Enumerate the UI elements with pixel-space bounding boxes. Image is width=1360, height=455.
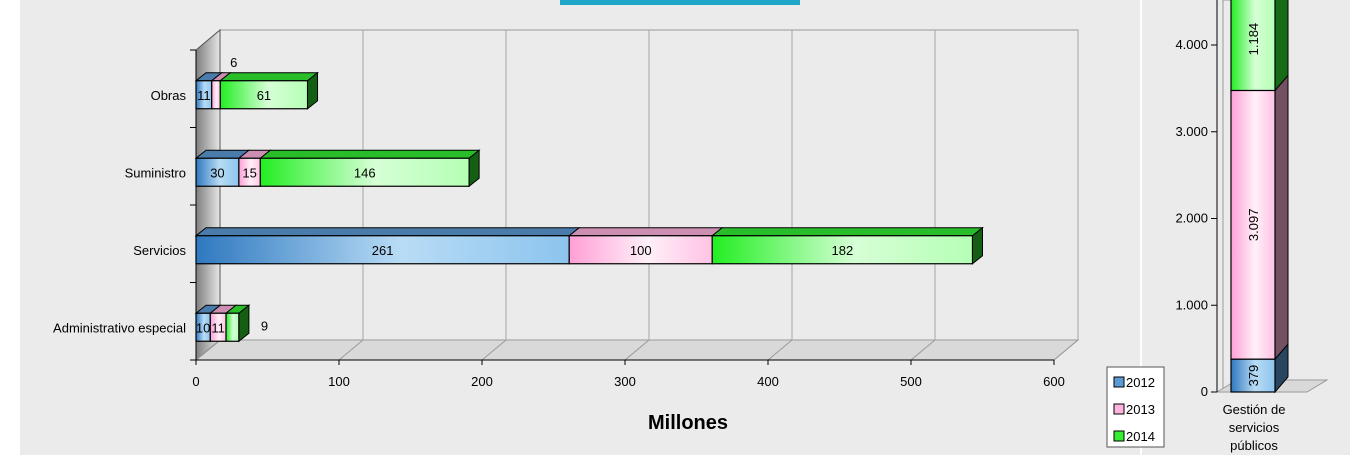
legend: 2012 2013 2014 <box>1106 366 1165 448</box>
column-data-label: 379 <box>1246 365 1261 387</box>
floor-grid-line <box>624 339 650 361</box>
bar-top-face <box>710 227 984 237</box>
floor-grid-line <box>481 339 507 361</box>
floor-grid-line <box>910 339 936 361</box>
column-category-label: Gestión de <box>1223 402 1286 417</box>
column-data-label: 3.097 <box>1246 209 1261 242</box>
legend-swatch-2014 <box>1113 430 1125 442</box>
bar-segment <box>195 157 240 187</box>
floor-grid-line <box>1053 339 1079 361</box>
bar-chart-labels: 0 100 200 300 400 500 600 Obras 11 6 61 Suministro 3… <box>53 55 1065 389</box>
column-y-tick-label: 1.000 <box>1175 297 1208 312</box>
bar-segment <box>711 235 974 265</box>
x-tick-label: 400 <box>757 374 779 389</box>
bar-segment <box>211 80 221 110</box>
column-category-label: públicos <box>1230 438 1278 453</box>
column-side-face <box>1274 74 1289 361</box>
data-label: 182 <box>832 243 854 258</box>
x-tick-label: 300 <box>614 374 636 389</box>
floor-grid-line <box>767 339 793 361</box>
data-label: 146 <box>354 165 376 180</box>
legend-item-2012: 2012 <box>1113 375 1155 390</box>
column-chart-labels: 0 1.000 2.000 3.000 4.000 379 3.097 1.184 Gestió… <box>1175 23 1285 453</box>
data-label: 11 <box>211 320 225 335</box>
bar-top-face <box>218 72 319 82</box>
data-label: 261 <box>372 243 394 258</box>
data-label: 100 <box>630 243 652 258</box>
floor-grid-line <box>338 339 364 361</box>
x-tick-label: 200 <box>471 374 493 389</box>
column-data-label: 1.184 <box>1246 23 1261 56</box>
bar-chart-bars <box>194 71 984 343</box>
column-y-tick-label: 0 <box>1201 384 1208 399</box>
legend-item-2014: 2014 <box>1113 429 1155 444</box>
category-label: Suministro <box>125 165 186 180</box>
data-label: 30 <box>210 165 224 180</box>
x-tick-label: 600 <box>1043 374 1065 389</box>
bar-segment <box>195 235 570 265</box>
bar-top-face <box>567 227 724 237</box>
legend-swatch-2013 <box>1113 403 1125 415</box>
legend-item-2013: 2013 <box>1113 402 1155 417</box>
data-label: 10 <box>196 320 210 335</box>
category-label: Administrativo especial <box>53 320 186 335</box>
x-axis-title: Millones <box>648 412 728 434</box>
data-label: 6 <box>230 55 237 70</box>
bar-segment <box>259 157 470 187</box>
column-side-face <box>1274 0 1289 92</box>
bar-end-face <box>307 71 319 110</box>
column-chart-bars <box>1230 0 1289 394</box>
column-segment <box>1230 0 1276 92</box>
data-label: 9 <box>261 318 268 333</box>
legend-label-2013: 2013 <box>1126 402 1155 417</box>
title-fragment <box>560 0 800 5</box>
bar-end-face <box>468 149 480 188</box>
bar-segment <box>568 235 713 265</box>
legend-label-2014: 2014 <box>1126 429 1155 444</box>
category-label: Servicios <box>133 243 186 258</box>
bar-segment <box>225 312 240 342</box>
column-category-label: servicios <box>1229 420 1280 435</box>
bar-end-face <box>238 304 250 343</box>
x-tick-label: 100 <box>328 374 350 389</box>
floor-grid-line <box>195 339 221 361</box>
bar-top-face <box>194 227 581 237</box>
column-y-tick-label: 2.000 <box>1175 211 1208 226</box>
x-tick-label: 0 <box>192 374 199 389</box>
legend-swatch-2012 <box>1113 376 1125 388</box>
data-label: 61 <box>257 88 271 103</box>
column-y-tick-label: 3.000 <box>1175 124 1208 139</box>
bar-top-face <box>258 149 481 159</box>
category-label: Obras <box>151 88 187 103</box>
column-y-tick-label: 4.000 <box>1175 37 1208 52</box>
bar-end-face <box>971 226 983 265</box>
legend-label-2012: 2012 <box>1126 375 1155 390</box>
bar-segment <box>219 80 309 110</box>
column-segment <box>1230 89 1276 360</box>
data-label: 11 <box>197 88 211 103</box>
bar-chart-axes <box>190 28 1080 365</box>
data-label: 15 <box>242 165 256 180</box>
x-tick-label: 500 <box>900 374 922 389</box>
column-segment <box>1230 358 1276 393</box>
